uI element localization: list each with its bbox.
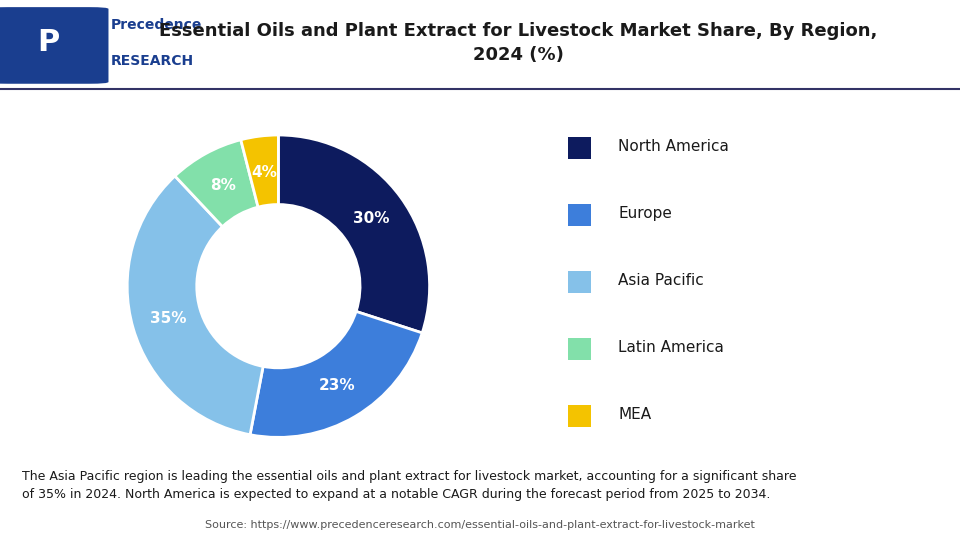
Text: North America: North America: [618, 139, 729, 154]
Wedge shape: [175, 140, 258, 227]
Text: Asia Pacific: Asia Pacific: [618, 273, 704, 288]
Text: Europe: Europe: [618, 206, 672, 221]
FancyBboxPatch shape: [0, 7, 108, 84]
Wedge shape: [278, 135, 429, 333]
FancyBboxPatch shape: [568, 405, 590, 427]
Wedge shape: [250, 312, 422, 437]
Text: Precedence: Precedence: [110, 18, 202, 32]
FancyBboxPatch shape: [568, 204, 590, 226]
Wedge shape: [128, 176, 263, 435]
Text: P: P: [36, 28, 60, 57]
Text: 4%: 4%: [252, 165, 276, 180]
Text: RESEARCH: RESEARCH: [110, 53, 194, 68]
Text: 8%: 8%: [210, 178, 236, 193]
Text: 23%: 23%: [319, 377, 355, 393]
FancyBboxPatch shape: [568, 338, 590, 360]
Text: 30%: 30%: [353, 211, 390, 226]
Text: Latin America: Latin America: [618, 340, 724, 355]
Text: Essential Oils and Plant Extract for Livestock Market Share, By Region,
2024 (%): Essential Oils and Plant Extract for Liv…: [159, 22, 877, 64]
Text: The Asia Pacific region is leading the essential oils and plant extract for live: The Asia Pacific region is leading the e…: [22, 469, 797, 501]
Text: MEA: MEA: [618, 407, 652, 422]
FancyBboxPatch shape: [568, 271, 590, 293]
Wedge shape: [241, 135, 278, 207]
Text: Source: https://www.precedenceresearch.com/essential-oils-and-plant-extract-for-: Source: https://www.precedenceresearch.c…: [205, 520, 755, 530]
Text: 35%: 35%: [150, 310, 186, 326]
FancyBboxPatch shape: [568, 137, 590, 159]
